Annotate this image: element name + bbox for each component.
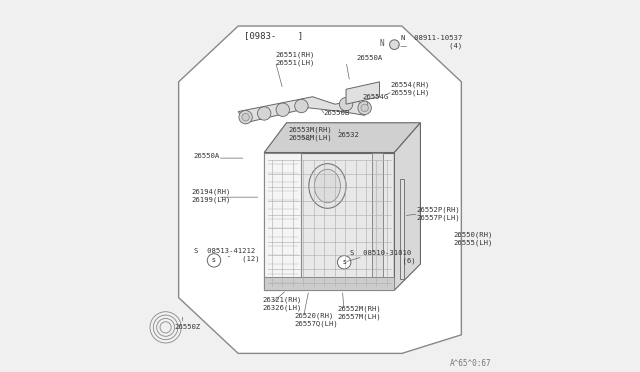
- Polygon shape: [264, 277, 394, 290]
- Text: 26553M(RH)
26558M(LH): 26553M(RH) 26558M(LH): [289, 127, 332, 141]
- Text: 26552P(RH)
26557P(LH): 26552P(RH) 26557P(LH): [417, 207, 460, 221]
- Circle shape: [294, 99, 308, 113]
- Circle shape: [339, 97, 353, 111]
- Polygon shape: [238, 97, 369, 123]
- Text: 26550Z: 26550Z: [174, 324, 200, 330]
- Polygon shape: [400, 179, 404, 279]
- Ellipse shape: [309, 164, 346, 208]
- Polygon shape: [394, 123, 420, 290]
- Text: 26520(RH)
26557Q(LH): 26520(RH) 26557Q(LH): [294, 312, 338, 327]
- Text: S  08513-41212
           (12): S 08513-41212 (12): [193, 248, 259, 262]
- Text: 26550A: 26550A: [193, 153, 220, 159]
- Ellipse shape: [314, 169, 340, 203]
- Text: 26550B: 26550B: [324, 110, 350, 116]
- Circle shape: [337, 256, 351, 269]
- Text: S  08510-31010
            (6): S 08510-31010 (6): [349, 250, 415, 264]
- Circle shape: [276, 103, 289, 116]
- Polygon shape: [264, 153, 394, 290]
- Polygon shape: [179, 26, 461, 353]
- Text: 26550A: 26550A: [356, 55, 383, 61]
- Text: N: N: [380, 39, 384, 48]
- Circle shape: [361, 104, 369, 112]
- Text: A^65^0:67: A^65^0:67: [449, 359, 491, 368]
- Text: 26321(RH)
26326(LH): 26321(RH) 26326(LH): [262, 297, 301, 311]
- Text: S: S: [212, 258, 216, 263]
- Polygon shape: [264, 123, 420, 153]
- Text: 26554(RH)
26559(LH): 26554(RH) 26559(LH): [390, 81, 430, 96]
- Polygon shape: [264, 153, 301, 290]
- Text: S: S: [342, 260, 346, 265]
- Circle shape: [257, 107, 271, 120]
- Text: 26551(RH)
26551(LH): 26551(RH) 26551(LH): [275, 51, 315, 65]
- Circle shape: [390, 40, 399, 49]
- Text: 26554G: 26554G: [362, 94, 388, 100]
- Text: 26552M(RH)
26557M(LH): 26552M(RH) 26557M(LH): [338, 305, 381, 320]
- Circle shape: [239, 110, 252, 124]
- Text: 26194(RH)
26199(LH): 26194(RH) 26199(LH): [191, 189, 231, 203]
- Text: [0983-    ]: [0983- ]: [244, 32, 303, 41]
- Polygon shape: [372, 153, 383, 290]
- Circle shape: [207, 254, 221, 267]
- Text: 26550(RH)
26555(LH): 26550(RH) 26555(LH): [454, 232, 493, 246]
- Circle shape: [358, 101, 371, 115]
- Polygon shape: [346, 82, 380, 104]
- Text: 26532: 26532: [338, 132, 360, 138]
- Text: N  08911-10537
           (4): N 08911-10537 (4): [401, 35, 462, 49]
- Circle shape: [242, 113, 250, 121]
